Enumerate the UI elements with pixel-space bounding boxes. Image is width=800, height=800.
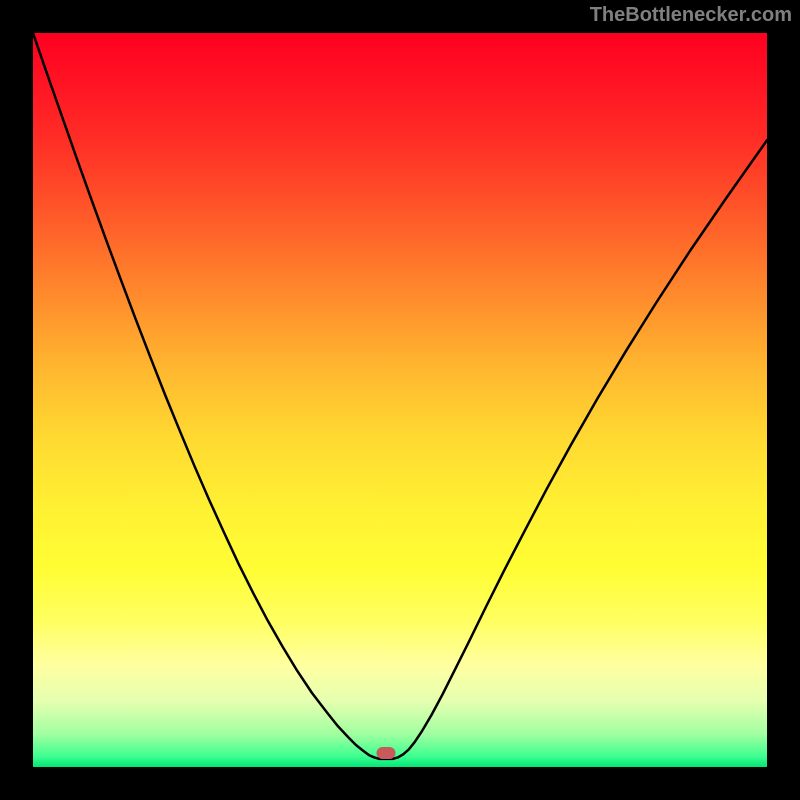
watermark-text: TheBottlenecker.com bbox=[590, 4, 792, 27]
plot-area bbox=[33, 33, 767, 767]
chart-frame: TheBottlenecker.com bbox=[0, 0, 800, 800]
bottleneck-curve bbox=[33, 33, 767, 767]
optimal-marker bbox=[377, 747, 396, 759]
